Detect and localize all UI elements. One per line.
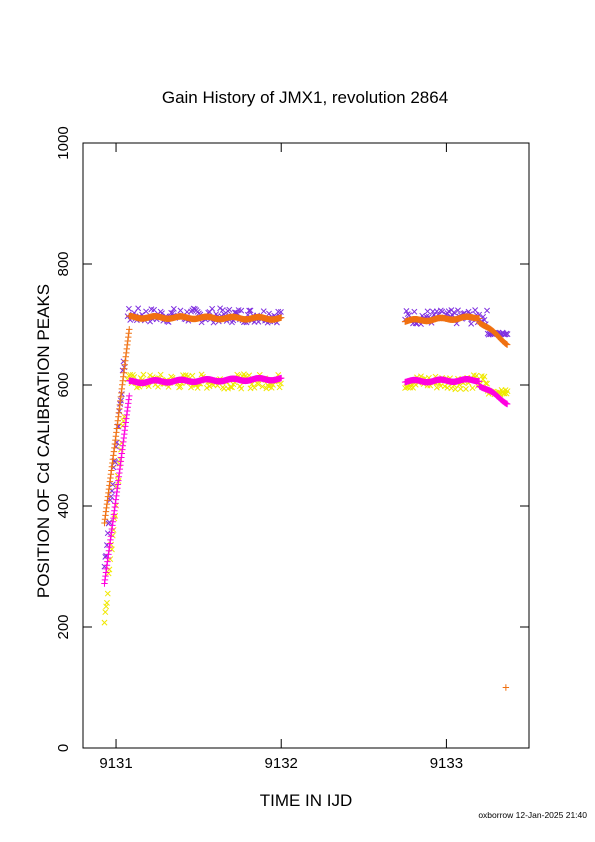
y-tick-label: 400 (55, 493, 72, 518)
data-point (276, 384, 283, 391)
x-tick-label: 9131 (99, 755, 132, 772)
data-point (189, 372, 196, 379)
data-point (247, 307, 254, 314)
data-point (170, 305, 177, 312)
data-point (219, 307, 226, 313)
data-point (194, 384, 201, 391)
data-point (469, 385, 476, 391)
x-axis-label: TIME IN IJD (260, 791, 353, 810)
data-point (403, 308, 410, 314)
data-point (109, 481, 116, 488)
data-point (278, 374, 285, 382)
data-point (126, 326, 133, 333)
data-point (101, 619, 108, 626)
data-point (135, 305, 142, 312)
data-point (126, 392, 133, 400)
chart-title: Gain History of JMX1, revolution 2864 (162, 88, 448, 107)
y-tick-label: 1000 (55, 126, 72, 159)
data-point (112, 459, 119, 466)
axis-ticks (83, 142, 529, 749)
x-tick-label: 9132 (265, 755, 298, 772)
data-point (277, 309, 284, 315)
data-point (102, 609, 109, 616)
data-point (190, 305, 197, 312)
data-point (462, 386, 469, 392)
data-point (168, 309, 175, 316)
data-point (411, 308, 418, 315)
y-tick-label: 0 (55, 744, 72, 752)
data-point (457, 385, 464, 392)
data-point (127, 371, 134, 378)
plot-frame (82, 142, 530, 749)
data-point (209, 305, 216, 312)
data-point (103, 603, 110, 610)
data-point (439, 308, 446, 315)
data-point (424, 308, 431, 315)
data-point (147, 372, 154, 379)
data-point (157, 371, 164, 378)
data-point (226, 306, 233, 313)
data-point (504, 388, 511, 395)
x-tick-label: 9133 (430, 755, 463, 772)
data-point (503, 400, 511, 408)
data-point (106, 566, 113, 573)
data-point (451, 309, 457, 316)
data-point (188, 384, 194, 391)
data-point (504, 331, 511, 338)
y-tick-label: 200 (55, 614, 72, 639)
y-axis-label: POSITION OF Cd CALIBRATION PEAKS (34, 284, 53, 598)
data-point (484, 380, 490, 387)
axis-tick-labels: 9131 9132 9133 0 200 400 600 800 1000 (55, 126, 463, 772)
data-point (260, 308, 267, 315)
data-point (481, 316, 488, 323)
data-point (468, 320, 475, 327)
data-point (104, 590, 111, 597)
data-point (238, 307, 245, 314)
data-point (503, 341, 511, 348)
data-point (229, 384, 235, 391)
y-tick-label: 800 (55, 251, 72, 276)
data-point (268, 384, 275, 391)
data-point (246, 307, 253, 314)
data-point (238, 385, 245, 392)
data-point (255, 381, 262, 388)
data-point (177, 383, 184, 390)
data-point (433, 384, 440, 391)
data-point (482, 380, 489, 387)
data-point (473, 372, 480, 379)
data-marks (101, 305, 511, 691)
data-point (143, 308, 150, 315)
data-point (455, 307, 461, 314)
data-point (177, 307, 184, 314)
data-point (140, 371, 147, 378)
y-tick-label: 600 (55, 372, 72, 397)
data-point (103, 599, 110, 606)
data-point (484, 307, 490, 314)
data-point (106, 519, 113, 526)
data-point (155, 383, 161, 390)
data-point (217, 305, 224, 312)
data-point (125, 305, 132, 312)
data-point (259, 383, 266, 390)
data-point (278, 314, 285, 321)
footer-stamp: oxborrow 12-Jan-2025 21:40 (478, 810, 587, 820)
data-point (104, 530, 111, 537)
data-point (502, 684, 510, 691)
data-point (481, 373, 488, 380)
